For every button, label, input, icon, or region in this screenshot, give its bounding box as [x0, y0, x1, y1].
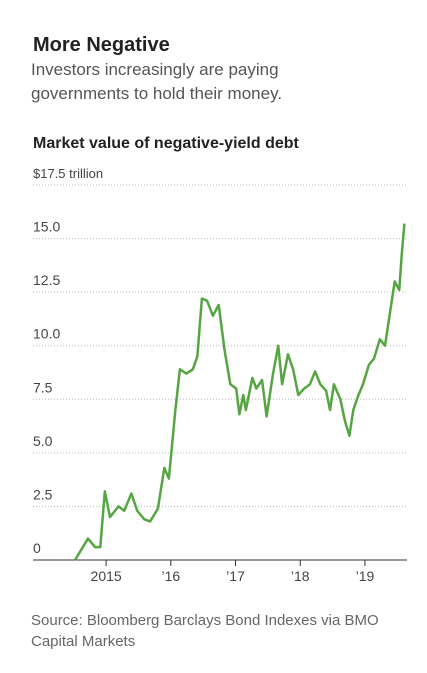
y-tick-label: 2.5 [33, 486, 53, 502]
y-tick-label: $17.5 trillion [33, 166, 103, 181]
y-tick-label: 5.0 [33, 433, 53, 449]
line [73, 223, 406, 561]
y-tick-label: 7.5 [33, 379, 53, 395]
y-tick-label: 10.0 [33, 326, 60, 342]
x-tick-label: ’17 [226, 568, 245, 584]
subtitle-box: Investors increasingly are paying govern… [31, 60, 283, 103]
x-tick-label: 2015 [91, 568, 122, 584]
y-tick-label: 0 [33, 540, 41, 556]
x-tick-label: ’18 [291, 568, 310, 584]
source: Source: Bloomberg Barclays Bond Indexes … [31, 612, 379, 650]
source-box: Source: Bloomberg Barclays Bond Indexes … [31, 612, 379, 650]
x-tick-label: ’19 [356, 568, 375, 584]
y-tick-label: 15.0 [33, 219, 60, 235]
y-tick-label: 12.5 [33, 272, 60, 288]
chart-subtitle: Market value of negative-yield debt [33, 135, 300, 152]
subtitle: Investors increasingly are paying govern… [31, 60, 283, 103]
chart-title: More Negative [33, 34, 170, 56]
x-tick-label: ’16 [161, 568, 180, 584]
